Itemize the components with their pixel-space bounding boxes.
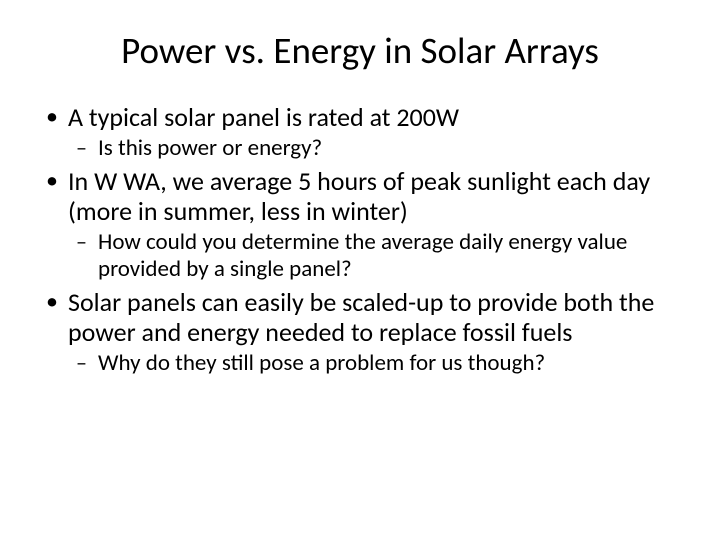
- sub-bullet-text: Why do they still pose a problem for us …: [98, 349, 545, 377]
- sub-bullet-text: How could you determine the average dail…: [98, 228, 627, 282]
- bullet-text: Solar panels can easily be scaled-up to …: [68, 286, 654, 348]
- list-item: Solar panels can easily be scaled-up to …: [40, 288, 680, 376]
- sub-bullet-list: Is this power or energy?: [68, 135, 680, 161]
- bullet-text: In W WA, we average 5 hours of peak sunl…: [68, 165, 650, 227]
- slide-title: Power vs. Energy in Solar Arrays: [40, 28, 680, 73]
- list-item: How could you determine the average dail…: [68, 229, 680, 282]
- sub-bullet-list: How could you determine the average dail…: [68, 229, 680, 282]
- sub-bullet-text: Is this power or energy?: [98, 134, 322, 162]
- list-item: Why do they still pose a problem for us …: [68, 350, 680, 376]
- list-item: In W WA, we average 5 hours of peak sunl…: [40, 167, 680, 282]
- bullet-text: A typical solar panel is rated at 200W: [68, 101, 459, 133]
- bullet-list: A typical solar panel is rated at 200W I…: [40, 103, 680, 376]
- list-item: A typical solar panel is rated at 200W I…: [40, 103, 680, 161]
- list-item: Is this power or energy?: [68, 135, 680, 161]
- sub-bullet-list: Why do they still pose a problem for us …: [68, 350, 680, 376]
